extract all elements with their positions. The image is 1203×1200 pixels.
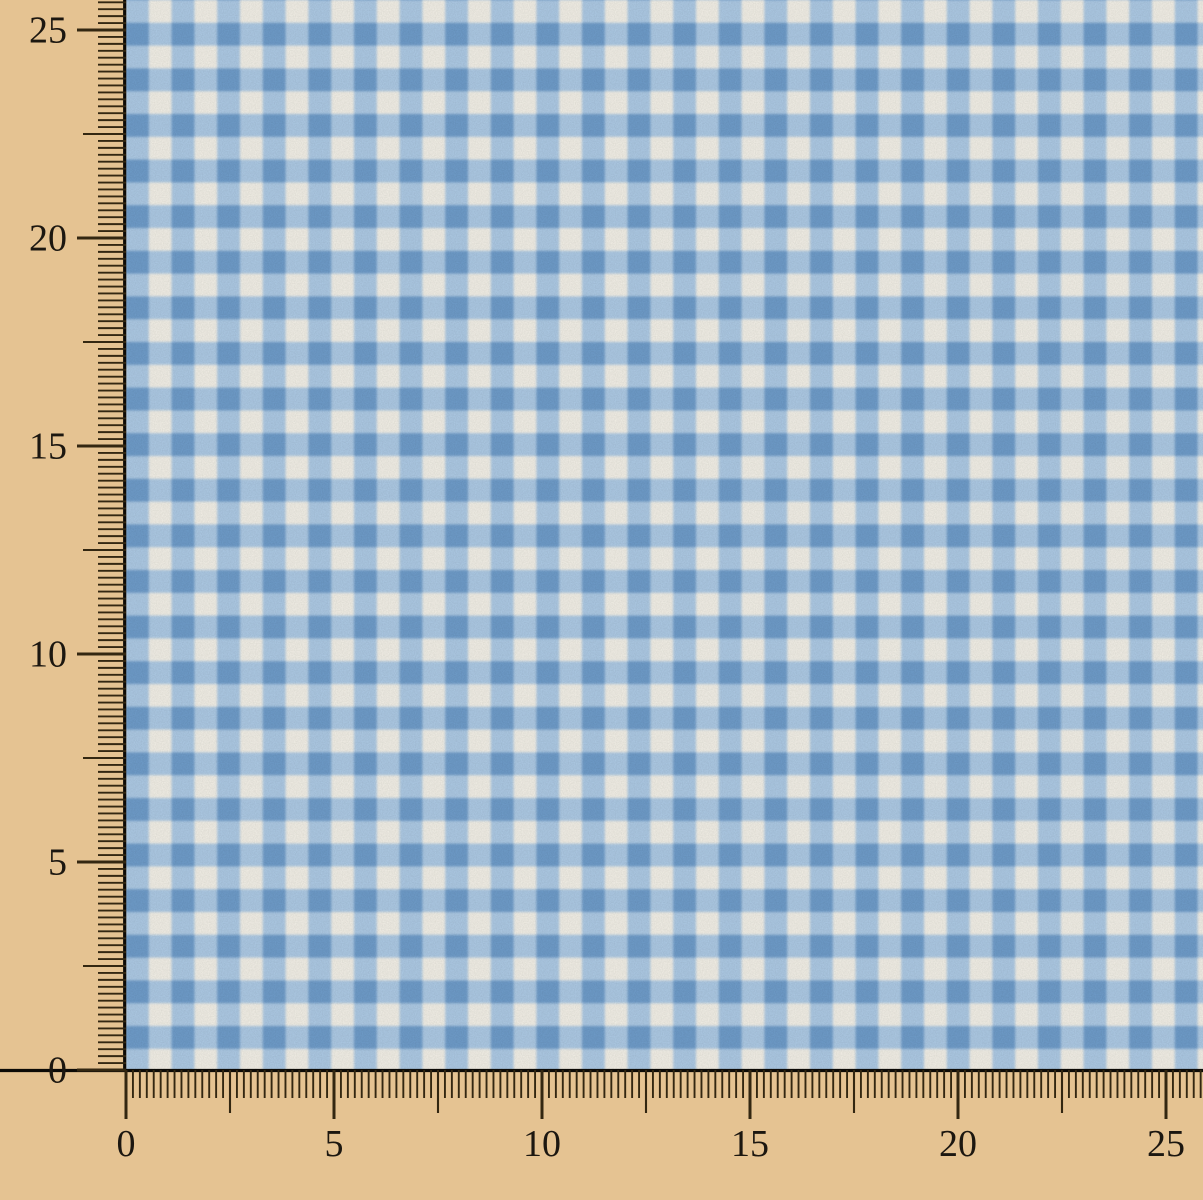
svg-text:20: 20 xyxy=(939,1123,977,1165)
svg-text:25: 25 xyxy=(1147,1123,1185,1165)
svg-text:0: 0 xyxy=(48,1050,67,1092)
svg-text:10: 10 xyxy=(523,1123,561,1165)
svg-text:15: 15 xyxy=(29,426,67,468)
svg-text:5: 5 xyxy=(325,1123,344,1165)
svg-text:25: 25 xyxy=(29,10,67,52)
svg-text:15: 15 xyxy=(731,1123,769,1165)
svg-text:5: 5 xyxy=(48,842,67,884)
svg-text:20: 20 xyxy=(29,218,67,260)
svg-text:10: 10 xyxy=(29,634,67,676)
svg-text:0: 0 xyxy=(117,1123,136,1165)
